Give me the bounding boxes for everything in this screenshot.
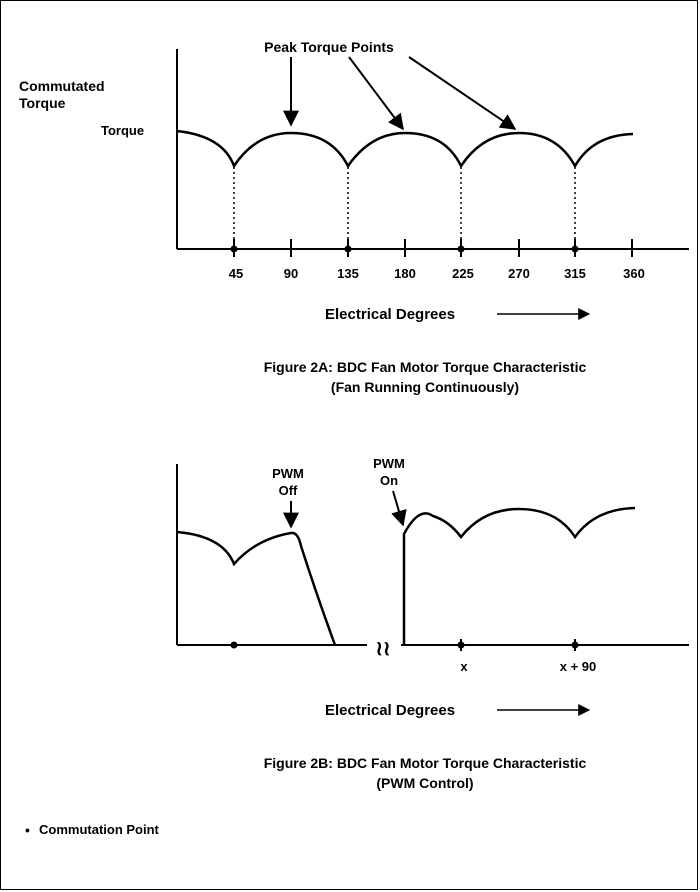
- peak-arrow-270: [408, 56, 517, 130]
- caption-2b-line1: Figure 2B: BDC Fan Motor Torque Characte…: [264, 755, 587, 771]
- torque-curve-b-on: [402, 506, 636, 645]
- peak-torque-label: Peak Torque Points: [264, 39, 394, 55]
- x-tick-360: 360: [623, 266, 645, 281]
- x-tick-270: 270: [508, 266, 530, 281]
- x-tick-135: 135: [337, 266, 359, 281]
- figure-2a: Peak Torque Points Commutated Torque Tor…: [19, 39, 689, 395]
- peak-arrow-180: [348, 56, 404, 131]
- x-axis-label-b: Electrical Degrees: [325, 702, 455, 719]
- pwm-off-label-line2: Off: [279, 483, 298, 498]
- x-tick-315: 315: [564, 266, 586, 281]
- figure-2b: PWM Off PWM On ≀≀ x x + 90 Electrical De…: [176, 456, 689, 791]
- commutation-guides: [233, 167, 576, 249]
- y-axis-title-line2: Torque: [19, 95, 66, 111]
- x-tick-45: 45: [229, 266, 243, 281]
- pwm-off-label-line1: PWM: [272, 466, 304, 481]
- legend-bullet: •: [25, 822, 30, 838]
- y-tick-torque: Torque: [101, 123, 144, 138]
- caption-2a-line1: Figure 2A: BDC Fan Motor Torque Characte…: [264, 359, 587, 375]
- commutation-points-a: [230, 245, 579, 253]
- legend-label: Commutation Point: [39, 822, 160, 837]
- commutation-points-b: [230, 641, 579, 649]
- y-axis-title-line1: Commutated: [19, 78, 105, 94]
- caption-2a-line2: (Fan Running Continuously): [331, 379, 519, 395]
- caption-2b-line2: (PWM Control): [376, 775, 473, 791]
- x-tick-labels-a: 45 90 135 180 225 270 315 360: [229, 266, 645, 281]
- pwm-on-label-line1: PWM: [373, 456, 405, 471]
- x-tick-180: 180: [394, 266, 416, 281]
- pwm-on-arrow: [391, 490, 407, 527]
- axis-break-mark: ≀≀: [376, 638, 391, 660]
- x-tick-90: 90: [284, 266, 298, 281]
- pwm-on-label-line2: On: [380, 473, 398, 488]
- legend: • Commutation Point: [25, 822, 160, 838]
- x-tick-x: x: [460, 659, 468, 674]
- x-tick-225: 225: [452, 266, 474, 281]
- torque-curve-b-off: [176, 530, 337, 646]
- x-axis-label-a: Electrical Degrees: [325, 306, 455, 323]
- x-tick-x-plus-90: x + 90: [560, 659, 597, 674]
- torque-curve-a: [176, 129, 634, 169]
